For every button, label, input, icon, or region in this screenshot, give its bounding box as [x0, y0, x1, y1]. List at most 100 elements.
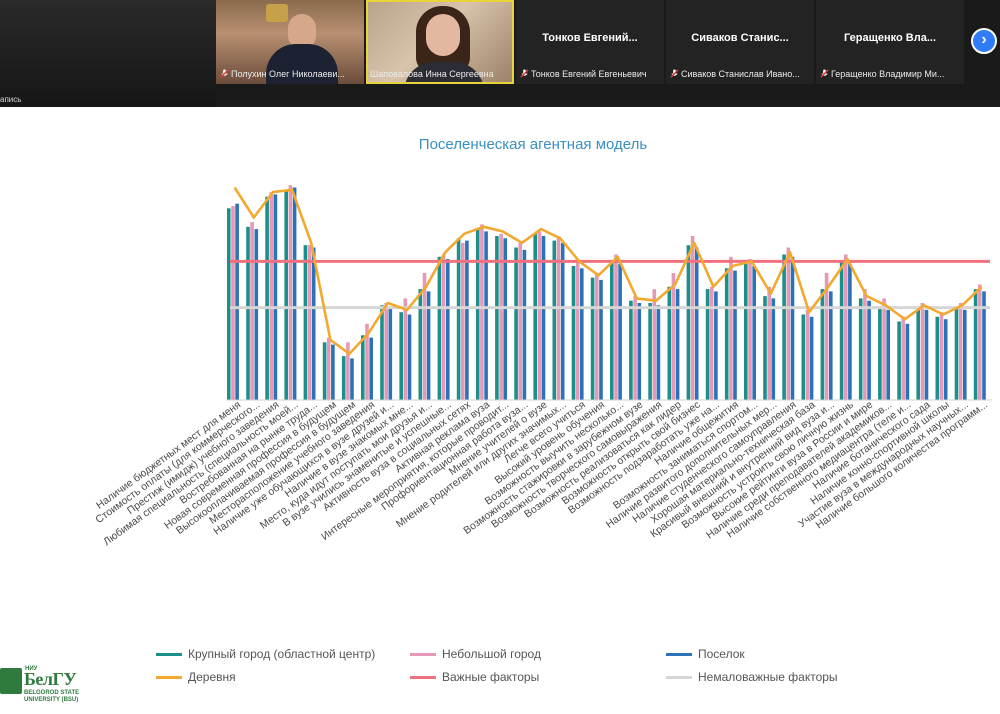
- bar: [886, 309, 890, 400]
- participant-tile-3[interactable]: Тонков Евгений...: [516, 0, 664, 84]
- bar: [978, 284, 982, 400]
- bar: [767, 286, 771, 400]
- participant-name-bar-4: Сиваков Станислав Ивано...: [666, 67, 814, 84]
- chevron-right-icon: ›: [981, 31, 987, 48]
- bar: [829, 291, 833, 400]
- bar: [867, 300, 871, 400]
- bar: [824, 272, 829, 400]
- bar: [943, 319, 948, 400]
- bar: [771, 298, 776, 400]
- legend-swatch: [666, 653, 692, 656]
- bar: [560, 242, 565, 400]
- bar: [461, 242, 465, 400]
- legend-label: Немаловажные факторы: [698, 670, 838, 684]
- participant-name-bar-2: Шаповалова Инна Сергеевна: [366, 67, 514, 84]
- bar: [422, 272, 427, 400]
- participant-tile-5[interactable]: Геращенко Вла...: [816, 0, 964, 84]
- bar: [752, 266, 756, 400]
- bar: [667, 286, 672, 400]
- mic-muted-icon: [820, 69, 829, 78]
- bar: [924, 309, 929, 400]
- bar: [246, 226, 250, 401]
- participant-short-name: Геращенко Вла...: [843, 32, 937, 44]
- legend-swatch: [156, 653, 182, 656]
- bar: [326, 337, 331, 400]
- bar: [341, 356, 346, 400]
- bar: [671, 272, 676, 400]
- bar: [714, 291, 718, 400]
- bar: [441, 254, 446, 400]
- bar: [361, 335, 365, 400]
- bar: [656, 305, 661, 400]
- bar: [809, 316, 814, 400]
- bar: [484, 231, 488, 400]
- bar: [963, 309, 967, 400]
- participant-tile-2-active-speaker[interactable]: [366, 0, 514, 84]
- bar: [958, 303, 963, 400]
- logo-line-2: UNIVERSITY (BSU): [24, 697, 79, 703]
- emblem-icon: [266, 4, 288, 22]
- bar: [303, 245, 308, 400]
- bar: [288, 185, 293, 400]
- participant-tile-4[interactable]: Сиваков Станис...: [666, 0, 814, 84]
- village-line-group: [233, 186, 983, 356]
- video-conference-strip: апись Тонков Евгений... Сиваков Станис..…: [0, 0, 1000, 107]
- bar: [273, 194, 278, 400]
- university-logo: НИУ БелГУ BELGOROD STATE UNIVERSITY (BSU…: [0, 666, 90, 710]
- bar: [331, 344, 335, 400]
- bar: [805, 309, 810, 400]
- bar: [905, 323, 910, 400]
- bar: [518, 242, 522, 400]
- bar: [705, 289, 710, 400]
- bar: [882, 298, 886, 400]
- bar: [284, 189, 288, 400]
- bar: [844, 254, 848, 400]
- bar: [384, 303, 388, 400]
- bar: [748, 259, 752, 400]
- bar: [694, 247, 699, 400]
- bar: [537, 231, 542, 400]
- x-tick-labels: Наличие бюджетных мест для меняСтоимость…: [93, 398, 990, 548]
- participant-face: [426, 14, 460, 56]
- bar: [690, 236, 695, 400]
- legend-swatch: [410, 676, 436, 679]
- settlement-agent-model-chart: Поселенческая агентная модель Наличие бю…: [93, 136, 992, 548]
- bar: [897, 321, 901, 400]
- bar: [839, 261, 844, 400]
- legend-label: Небольшой город: [442, 647, 541, 661]
- bar: [254, 229, 259, 400]
- bar: [365, 323, 369, 400]
- bar: [227, 208, 231, 400]
- bar: [541, 236, 546, 400]
- bar: [495, 236, 499, 400]
- participant-face: [288, 14, 316, 48]
- bar: [590, 277, 595, 400]
- bar: [709, 286, 714, 400]
- bar: [503, 238, 507, 400]
- chart-title: Поселенческая агентная модель: [419, 136, 648, 153]
- bar: [939, 312, 944, 400]
- bar: [350, 358, 354, 400]
- bar: [633, 296, 637, 400]
- participant-body: [266, 44, 338, 84]
- university-emblem-icon: [0, 668, 22, 694]
- bar: [446, 259, 450, 400]
- bar: [858, 298, 863, 400]
- bar: [916, 307, 920, 400]
- participant-name-bar-1: Полухин Олег Николаеви...: [216, 67, 364, 84]
- participant-tile-1[interactable]: [216, 0, 364, 84]
- bar: [724, 268, 729, 400]
- bar: [388, 307, 393, 400]
- bar: [231, 206, 235, 400]
- participant-name: Шаповалова Инна Сергеевна: [370, 69, 494, 79]
- mic-muted-icon: [670, 69, 679, 78]
- participant-name: Полухин Олег Николаеви...: [231, 69, 345, 79]
- next-participants-button[interactable]: ›: [971, 28, 997, 54]
- legend-label: Поселок: [698, 647, 745, 661]
- bar: [729, 256, 733, 400]
- bar: [637, 303, 642, 400]
- bar: [786, 247, 791, 400]
- participant-name-bar-5: Геращенко Владимир Ми...: [816, 67, 964, 84]
- bar: [533, 233, 537, 400]
- bar: [935, 316, 940, 400]
